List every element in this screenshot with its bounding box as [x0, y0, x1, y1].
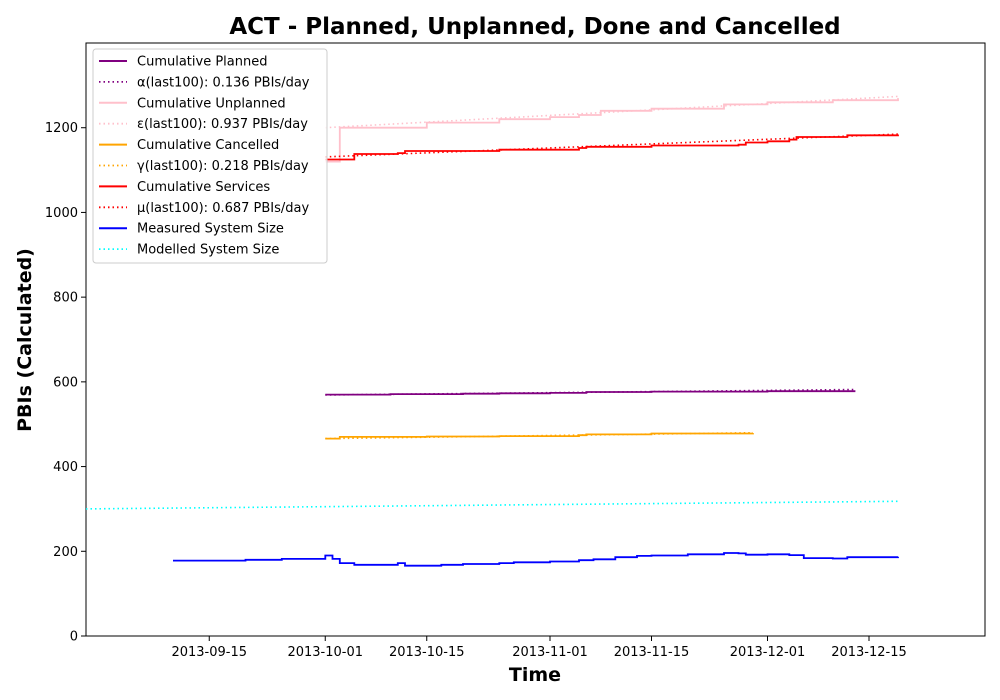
legend-label-cumulative-planned: Cumulative Planned [137, 55, 267, 70]
legend-label-cumulative-cancelled: Cumulative Cancelled [137, 138, 279, 153]
x-tick-label: 2013-11-15 [614, 645, 690, 660]
legend-label-last100-0-937-pbis-day: ε(last100): 0.937 PBIs/day [137, 117, 308, 132]
y-tick-label: 0 [70, 630, 78, 645]
y-tick-label: 1200 [45, 121, 78, 136]
x-tick-label: 2013-10-01 [287, 645, 363, 660]
y-axis: 0 200 400 600 800 1000 1200 [45, 121, 86, 645]
series-layer [85, 95, 899, 567]
y-tick-label: 200 [53, 545, 78, 560]
legend-label-modelled-system-size: Modelled System Size [137, 243, 279, 258]
x-tick-label: 2013-11-01 [512, 645, 588, 660]
x-tick-label: 2013-09-15 [171, 645, 247, 660]
legend-label-last100-0-136-pbis-day: α(last100): 0.136 PBIs/day [137, 75, 310, 90]
y-tick-label: 1000 [45, 206, 78, 221]
x-tick-label: 2013-10-15 [389, 645, 465, 660]
y-tick-label: 800 [53, 291, 78, 306]
y-tick-label: 600 [53, 375, 78, 390]
y-axis-label: PBIs (Calculated) [14, 248, 36, 432]
series-line-2 [325, 388, 855, 396]
x-axis-label: Time [509, 664, 561, 686]
legend-label-last100-0-218-pbis-day: γ(last100): 0.218 PBIs/day [137, 159, 309, 174]
series-line-4 [325, 95, 899, 129]
series-line-6 [325, 431, 754, 440]
legend-label-measured-system-size: Measured System Size [137, 222, 284, 237]
y-tick-label: 400 [53, 460, 78, 475]
x-tick-label: 2013-12-15 [831, 645, 907, 660]
chart-title: ACT - Planned, Unplanned, Done and Cance… [229, 14, 840, 40]
legend-label-last100-0-687-pbis-day: μ(last100): 0.687 PBIs/day [137, 201, 309, 216]
x-axis: 2013-09-15 2013-10-01 2013-10-15 2013-11-01… [171, 636, 907, 660]
series-line-5 [325, 432, 754, 440]
legend-label-cumulative-unplanned: Cumulative Unplanned [137, 96, 286, 111]
series-line-9 [173, 552, 899, 567]
legend: Cumulative Planned α(last100): 0.136 PBIs… [92, 48, 328, 264]
legend-frame [92, 48, 328, 264]
x-tick-label: 2013-12-01 [730, 645, 806, 660]
series-line-10 [85, 500, 899, 510]
legend-label-cumulative-services: Cumulative Services [137, 180, 270, 195]
series-line-8 [325, 133, 899, 158]
